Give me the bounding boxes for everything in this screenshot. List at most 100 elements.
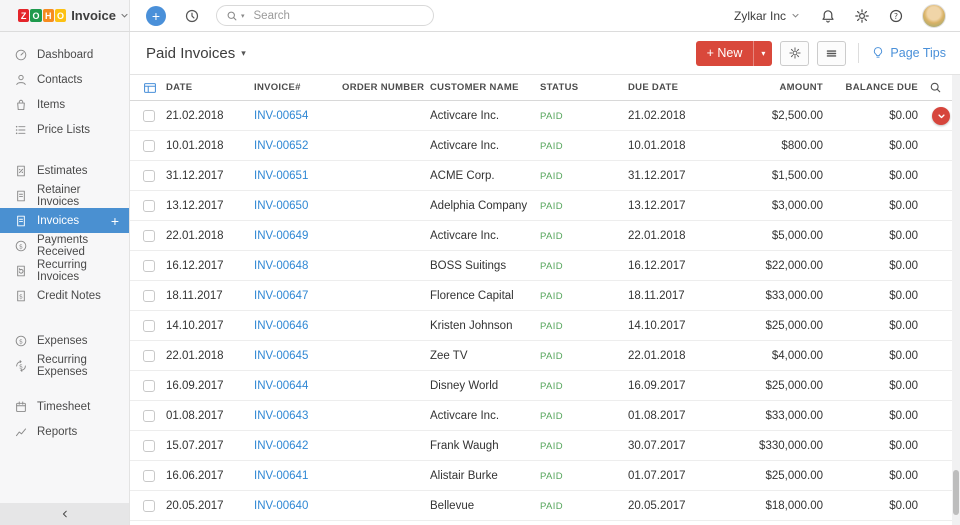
row-checkbox[interactable] <box>143 289 155 302</box>
title-caret-icon[interactable]: ▾ <box>241 47 246 58</box>
invoice-number-link[interactable]: INV-00648 <box>254 259 309 272</box>
table-row[interactable]: 15.07.2017 INV-00642 Frank Waugh PAID 30… <box>130 431 960 461</box>
recent-activity-icon[interactable] <box>184 8 200 24</box>
page-title[interactable]: Paid Invoices <box>146 44 236 62</box>
sidebar-item-label: Timesheet <box>37 400 91 413</box>
table-row[interactable]: 16.09.2017 INV-00644 Disney World PAID 1… <box>130 371 960 401</box>
sidebar-item-retainer-invoices[interactable]: Retainer Invoices <box>0 183 129 208</box>
table-row[interactable]: 18.11.2017 INV-00647 Florence Capital PA… <box>130 281 960 311</box>
invoice-number-link[interactable]: INV-00646 <box>254 319 309 332</box>
row-checkbox[interactable] <box>143 139 155 152</box>
sidebar-item-timesheet[interactable]: Timesheet <box>0 394 129 419</box>
sidebar-collapse-button[interactable] <box>0 503 129 525</box>
row-checkbox[interactable] <box>143 319 155 332</box>
list-settings-gear-button[interactable] <box>780 40 810 66</box>
col-header-order-number[interactable]: ORDER NUMBER <box>342 82 425 93</box>
table-row[interactable]: 22.01.2018 INV-00645 Zee TV PAID 22.01.2… <box>130 341 960 371</box>
add-invoice-plus-icon[interactable]: + <box>110 212 119 229</box>
sidebar-item-recurring-expenses[interactable]: $ Recurring Expenses <box>0 353 129 378</box>
invoice-number-link[interactable]: INV-00652 <box>254 139 309 152</box>
cell-amount: $25,000.00 <box>765 319 823 332</box>
row-checkbox[interactable] <box>143 379 155 392</box>
table-row[interactable]: 16.12.2017 INV-00648 BOSS Suitings PAID … <box>130 251 960 281</box>
invoice-number-link[interactable]: INV-00645 <box>254 349 309 362</box>
help-icon[interactable]: ? <box>888 8 904 24</box>
row-checkbox[interactable] <box>143 409 155 422</box>
status-badge: PAID <box>540 290 564 302</box>
row-checkbox[interactable] <box>143 349 155 362</box>
col-header-amount[interactable]: AMOUNT <box>779 82 823 93</box>
settings-gear-icon[interactable] <box>854 8 870 24</box>
table-row[interactable]: 22.01.2018 INV-00649 Activcare Inc. PAID… <box>130 221 960 251</box>
row-actions-badge[interactable] <box>932 107 950 125</box>
sidebar-item-recurring-invoices[interactable]: Recurring Invoices <box>0 258 129 283</box>
table-row[interactable]: 13.12.2017 INV-00650 Adelphia Company PA… <box>130 191 960 221</box>
row-checkbox[interactable] <box>143 109 155 122</box>
invoice-number-link[interactable]: INV-00640 <box>254 499 309 512</box>
invoice-number-link[interactable]: INV-00644 <box>254 379 309 392</box>
col-header-status[interactable]: STATUS <box>540 82 579 93</box>
search-scope-caret-icon[interactable]: ▾ <box>241 13 245 20</box>
table-row[interactable]: 14.10.2017 INV-00646 Kristen Johnson PAI… <box>130 311 960 341</box>
cell-customer: Zee TV <box>430 349 468 362</box>
invoice-number-link[interactable]: INV-00643 <box>254 409 309 422</box>
sidebar-item-reports[interactable]: Reports <box>0 419 129 444</box>
sidebar-item-dashboard[interactable]: Dashboard <box>0 42 129 67</box>
invoice-number-link[interactable]: INV-00651 <box>254 169 309 182</box>
row-checkbox[interactable] <box>143 259 155 272</box>
sidebar-item-credit-notes[interactable]: $ Credit Notes <box>0 283 129 308</box>
col-header-due-date[interactable]: DUE DATE <box>628 82 679 93</box>
cell-amount: $25,000.00 <box>765 379 823 392</box>
notifications-bell-icon[interactable] <box>820 8 836 24</box>
sidebar-item-estimates[interactable]: Estimates <box>0 158 129 183</box>
row-checkbox[interactable] <box>143 169 155 182</box>
new-invoice-button[interactable]: + New <box>695 40 754 66</box>
sidebar-item-contacts[interactable]: Contacts <box>0 67 129 92</box>
row-checkbox[interactable] <box>143 229 155 242</box>
sidebar-item-items[interactable]: Items <box>0 92 129 117</box>
invoice-number-link[interactable]: INV-00642 <box>254 439 309 452</box>
row-checkbox[interactable] <box>143 499 155 512</box>
sidebar-item-label: Credit Notes <box>37 289 101 302</box>
org-selector[interactable]: Zylkar Inc <box>734 9 800 23</box>
topbar-main: + ▾ Search Zylkar Inc <box>130 0 960 31</box>
scrollbar-thumb[interactable] <box>953 470 959 515</box>
table-row[interactable]: 10.01.2018 INV-00652 Activcare Inc. PAID… <box>130 131 960 161</box>
invoice-number-link[interactable]: INV-00650 <box>254 199 309 212</box>
row-checkbox[interactable] <box>143 439 155 452</box>
invoice-number-link[interactable]: INV-00649 <box>254 229 309 242</box>
search-input[interactable]: ▾ Search <box>216 5 434 26</box>
cell-customer: Kristen Johnson <box>430 319 513 332</box>
list-view-hamburger-button[interactable] <box>817 40 847 66</box>
col-header-customer[interactable]: CUSTOMER NAME <box>430 82 519 93</box>
invoice-number-link[interactable]: INV-00654 <box>254 109 309 122</box>
page-tips-button[interactable]: Page Tips <box>871 46 946 60</box>
new-invoice-dropdown-caret[interactable]: ▾ <box>753 40 773 66</box>
vertical-scrollbar[interactable] <box>952 75 960 525</box>
table-row[interactable]: 21.02.2018 INV-00654 Activcare Inc. PAID… <box>130 101 960 131</box>
zoho-invoice-logo[interactable]: Z O H O Invoice <box>0 0 130 31</box>
table-layout-icon[interactable] <box>143 81 157 95</box>
table-search-icon[interactable] <box>929 81 942 94</box>
sidebar-item-payments-received[interactable]: $ Payments Received <box>0 233 129 258</box>
page-toolbar: Paid Invoices ▾ + New ▾ <box>130 32 960 75</box>
col-header-invoice[interactable]: INVOICE# <box>254 82 301 93</box>
col-header-date[interactable]: DATE <box>166 82 193 93</box>
row-checkbox[interactable] <box>143 199 155 212</box>
invoice-number-link[interactable]: INV-00647 <box>254 289 309 302</box>
row-checkbox[interactable] <box>143 469 155 482</box>
sidebar-item-price-lists[interactable]: Price Lists <box>0 117 129 142</box>
table-row[interactable]: 31.12.2017 INV-00651 ACME Corp. PAID 31.… <box>130 161 960 191</box>
sidebar-item-invoices[interactable]: Invoices + <box>0 208 129 233</box>
svg-text:$: $ <box>19 338 23 345</box>
sidebar-item-expenses[interactable]: $ Expenses <box>0 328 129 353</box>
table-row[interactable]: 16.06.2017 INV-00641 Alistair Burke PAID… <box>130 461 960 491</box>
col-header-balance-due[interactable]: BALANCE DUE <box>845 82 918 93</box>
svg-text:$: $ <box>19 363 23 370</box>
table-row[interactable]: 20.05.2017 INV-00640 Bellevue PAID 20.05… <box>130 491 960 521</box>
cell-customer: Adelphia Company <box>430 199 528 212</box>
table-row[interactable]: 01.08.2017 INV-00643 Activcare Inc. PAID… <box>130 401 960 431</box>
invoice-number-link[interactable]: INV-00641 <box>254 469 309 482</box>
user-avatar[interactable] <box>922 3 946 28</box>
quick-add-button[interactable]: + <box>146 5 166 26</box>
